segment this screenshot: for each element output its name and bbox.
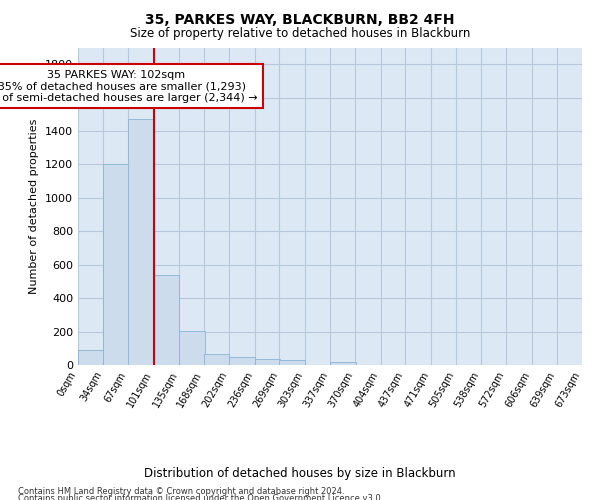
Y-axis label: Number of detached properties: Number of detached properties: [29, 118, 40, 294]
Bar: [229, 358, 255, 365]
Text: Distribution of detached houses by size in Blackburn: Distribution of detached houses by size …: [144, 467, 456, 480]
Bar: [154, 275, 179, 365]
Text: Contains HM Land Registry data © Crown copyright and database right 2024.: Contains HM Land Registry data © Crown c…: [18, 488, 344, 496]
Text: 35, PARKES WAY, BLACKBURN, BB2 4FH: 35, PARKES WAY, BLACKBURN, BB2 4FH: [145, 12, 455, 26]
Bar: [103, 164, 129, 365]
Text: Size of property relative to detached houses in Blackburn: Size of property relative to detached ho…: [130, 28, 470, 40]
Bar: [179, 330, 205, 365]
Text: 35 PARKES WAY: 102sqm
← 35% of detached houses are smaller (1,293)
64% of semi-d: 35 PARKES WAY: 102sqm ← 35% of detached …: [0, 70, 257, 103]
Bar: [78, 350, 103, 365]
Bar: [331, 362, 356, 365]
Text: Contains public sector information licensed under the Open Government Licence v3: Contains public sector information licen…: [18, 494, 383, 500]
Bar: [128, 120, 154, 365]
Bar: [280, 360, 305, 365]
Bar: [204, 354, 229, 365]
Bar: [255, 359, 280, 365]
